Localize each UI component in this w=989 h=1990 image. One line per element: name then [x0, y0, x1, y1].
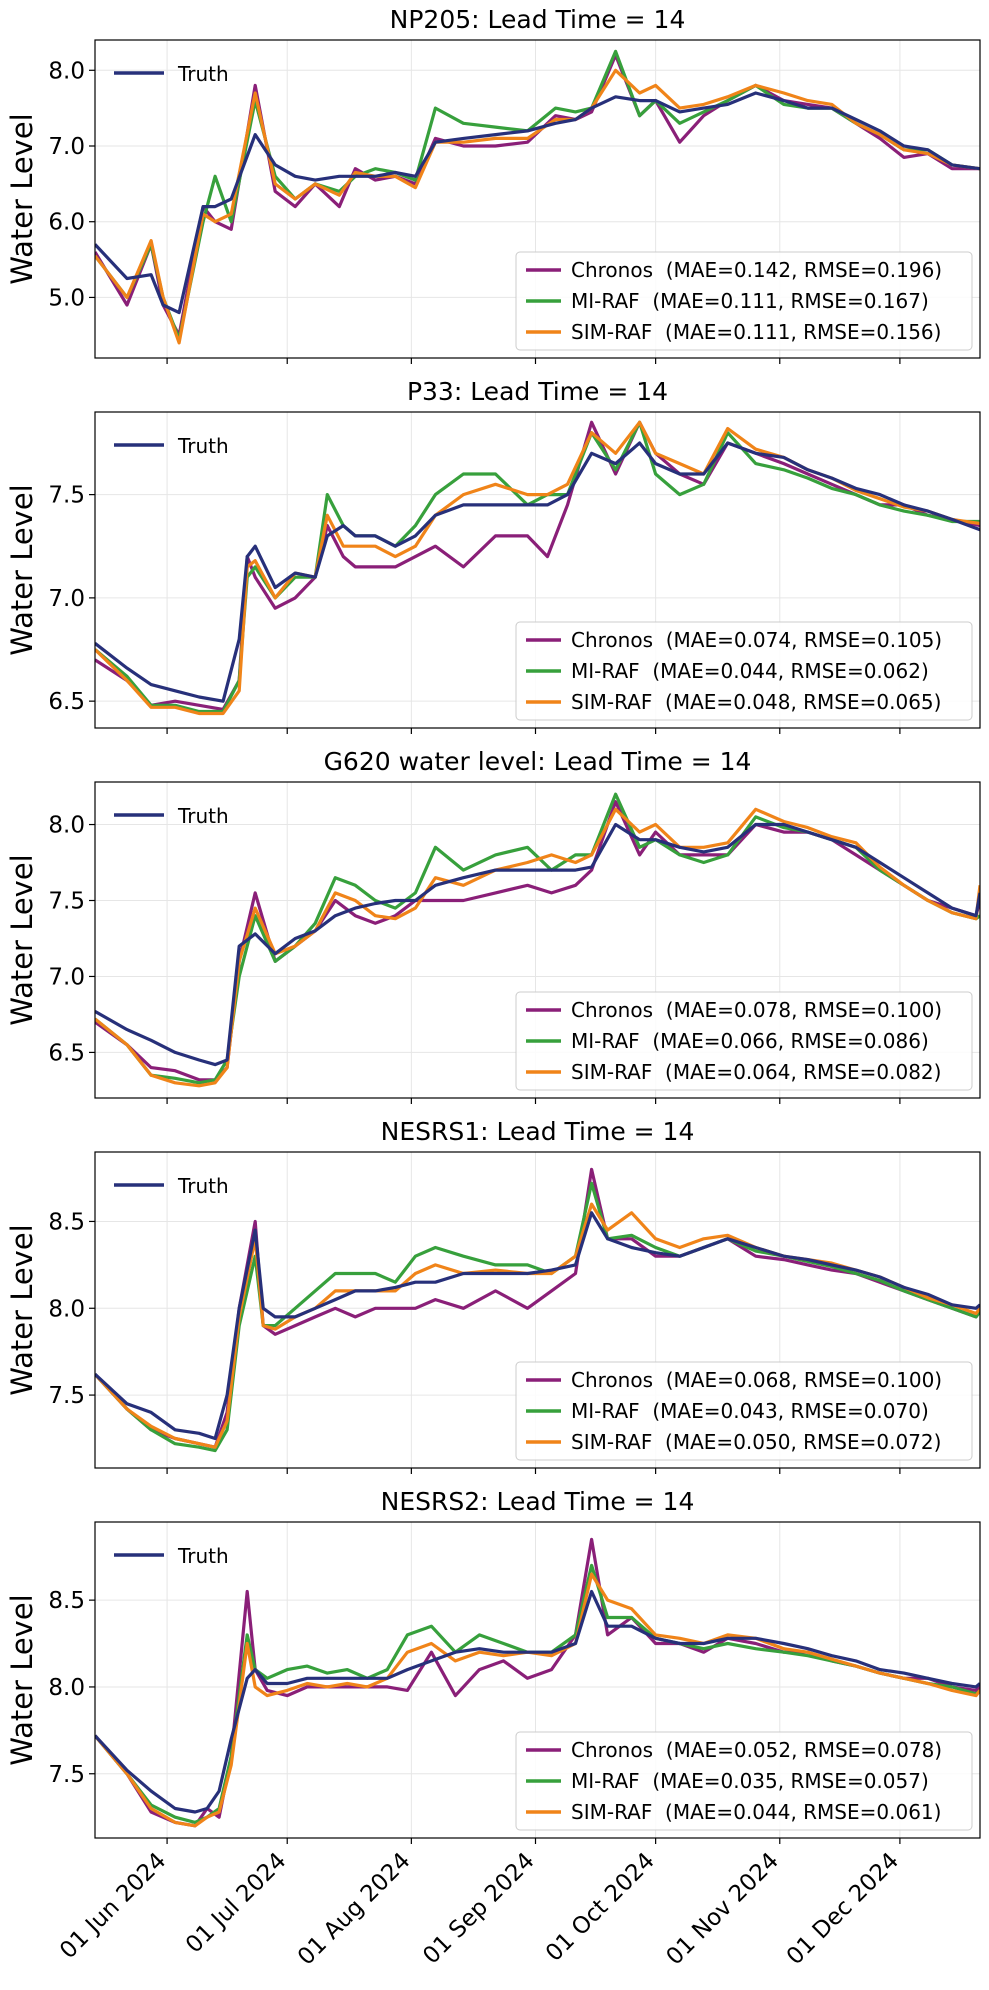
series-line-truth — [95, 822, 980, 1067]
y-tick-label: 7.5 — [48, 889, 85, 915]
y-tick-label: 7.0 — [48, 964, 85, 990]
legend-lower: Chronos (MAE=0.142, RMSE=0.196) MI-RAF (M… — [515, 251, 973, 351]
y-tick-label: 5.0 — [48, 285, 85, 311]
x-tick-label: 01 Dec 2024 — [782, 1848, 904, 1970]
series-line-chronos — [95, 53, 980, 337]
plot-frame — [94, 411, 981, 729]
y-axis-label: Water Level — [5, 1224, 39, 1396]
y-tick-label: 8.0 — [48, 813, 85, 839]
series-line-truth — [95, 441, 980, 703]
plot-frame — [94, 781, 981, 1099]
y-tick-label: 7.5 — [48, 1383, 85, 1409]
plot-frame — [94, 39, 981, 359]
legend-upper: Truth — [114, 1174, 229, 1198]
legend-label-mi-raf: MI-RAF (MAE=0.066, RMSE=0.086) — [571, 1029, 929, 1053]
y-tick-label: 8.5 — [48, 1588, 85, 1614]
legend-box — [515, 251, 973, 351]
y-axis-label: Water Level — [5, 854, 39, 1026]
chart-panel-3: 6.5 7.0 7.5 8.0 G620 water level: Lead Time … — [5, 747, 981, 1104]
legend-box — [515, 1361, 973, 1461]
legend-label-truth: Truth — [177, 434, 229, 458]
y-axis-label: Water Level — [5, 113, 39, 285]
legend-label-sim-raf: SIM-RAF (MAE=0.048, RMSE=0.065) — [571, 690, 941, 714]
chart-panel-2: 6.5 7.0 7.5 P33: Lead Time = 14 Water Level T… — [5, 377, 981, 734]
y-tick-label: 7.0 — [48, 586, 85, 612]
chart-panel-5: 7.5 8.0 8.5 NESRS2: Lead Time = 14 Water Lev… — [5, 1487, 981, 1844]
x-tick-label: 01 Aug 2024 — [293, 1848, 416, 1971]
series-line-truth — [95, 1211, 980, 1441]
y-tick-label: 8.0 — [48, 1296, 85, 1322]
legend-label-sim-raf: SIM-RAF (MAE=0.064, RMSE=0.082) — [571, 1060, 941, 1084]
legend-label-sim-raf: SIM-RAF (MAE=0.050, RMSE=0.072) — [571, 1430, 941, 1454]
x-tick-label: 01 Oct 2024 — [541, 1848, 660, 1967]
legend-label-truth: Truth — [177, 1544, 229, 1568]
legend-box — [515, 1731, 973, 1831]
y-tick-label: 8.5 — [48, 1209, 85, 1235]
y-axis-label: Water Level — [5, 1594, 39, 1766]
legend-lower: Chronos (MAE=0.052, RMSE=0.078) MI-RAF (M… — [515, 1731, 973, 1831]
x-tick-label: 01 Jul 2024 — [181, 1848, 291, 1958]
panel-title: G620 water level: Lead Time = 14 — [324, 747, 752, 776]
legend-label-truth: Truth — [177, 1174, 229, 1198]
legend-label-chronos: Chronos (MAE=0.052, RMSE=0.078) — [571, 1738, 942, 1762]
y-tick-label: 7.5 — [48, 1762, 85, 1788]
x-tick-label: 01 Jun 2024 — [55, 1848, 171, 1964]
legend-label-chronos: Chronos (MAE=0.074, RMSE=0.105) — [571, 628, 942, 652]
y-tick-label: 6.0 — [48, 210, 85, 236]
x-axis-labels: 01 Jun 2024 01 Jul 2024 01 Aug 2024 01 Sep … — [55, 1848, 904, 1971]
legend-upper: Truth — [114, 62, 229, 86]
legend-label-mi-raf: MI-RAF (MAE=0.044, RMSE=0.062) — [571, 659, 929, 683]
series-line-truth — [95, 91, 980, 315]
x-tick-label: 01 Sep 2024 — [418, 1848, 539, 1969]
x-tick-label: 01 Nov 2024 — [661, 1848, 784, 1971]
panel-title: P33: Lead Time = 14 — [407, 377, 668, 406]
legend-label-chronos: Chronos (MAE=0.142, RMSE=0.196) — [571, 258, 942, 282]
chart-panel-4: 7.5 8.0 8.5 NESRS1: Lead Time = 14 Water Lev… — [5, 1117, 981, 1474]
panel-title: NESRS1: Lead Time = 14 — [381, 1117, 695, 1146]
legend-lower: Chronos (MAE=0.074, RMSE=0.105) MI-RAF (M… — [515, 621, 973, 721]
legend-label-mi-raf: MI-RAF (MAE=0.111, RMSE=0.167) — [571, 289, 929, 313]
legend-label-truth: Truth — [177, 804, 229, 828]
panel-title: NP205: Lead Time = 14 — [390, 5, 686, 34]
y-tick-label: 6.5 — [48, 689, 85, 715]
y-axis-label: Water Level — [5, 484, 39, 656]
legend-box — [515, 621, 973, 721]
y-tick-label: 6.5 — [48, 1040, 85, 1066]
legend-label-sim-raf: SIM-RAF (MAE=0.111, RMSE=0.156) — [571, 320, 941, 344]
legend-label-mi-raf: MI-RAF (MAE=0.043, RMSE=0.070) — [571, 1399, 929, 1423]
legend-upper: Truth — [114, 1544, 229, 1568]
legend-label-mi-raf: MI-RAF (MAE=0.035, RMSE=0.057) — [571, 1769, 929, 1793]
legend-upper: Truth — [114, 804, 229, 828]
y-tick-label: 8.0 — [48, 58, 85, 84]
legend-box — [515, 991, 973, 1091]
y-tick-label: 7.0 — [48, 134, 85, 160]
legend-label-chronos: Chronos (MAE=0.078, RMSE=0.100) — [571, 998, 942, 1022]
panel-title: NESRS2: Lead Time = 14 — [381, 1487, 695, 1516]
series-line-sim-raf — [95, 68, 980, 345]
legend-lower: Chronos (MAE=0.068, RMSE=0.100) MI-RAF (M… — [515, 1361, 973, 1461]
series-line-truth — [95, 1589, 980, 1814]
plot-frame — [94, 1521, 981, 1839]
legend-label-truth: Truth — [177, 62, 229, 86]
y-tick-label: 7.5 — [48, 483, 85, 509]
legend-upper: Truth — [114, 434, 229, 458]
plot-frame — [94, 1151, 981, 1469]
series-line-sim-raf — [95, 1572, 980, 1828]
chart-panel-1: 5.0 6.0 7.0 8.0 NP205: Lead Time = 14 Water L… — [5, 5, 981, 364]
legend-label-chronos: Chronos (MAE=0.068, RMSE=0.100) — [571, 1368, 942, 1392]
legend-lower: Chronos (MAE=0.078, RMSE=0.100) MI-RAF (M… — [515, 991, 973, 1091]
legend-label-sim-raf: SIM-RAF (MAE=0.044, RMSE=0.061) — [571, 1800, 941, 1824]
y-tick-label: 8.0 — [48, 1675, 85, 1701]
